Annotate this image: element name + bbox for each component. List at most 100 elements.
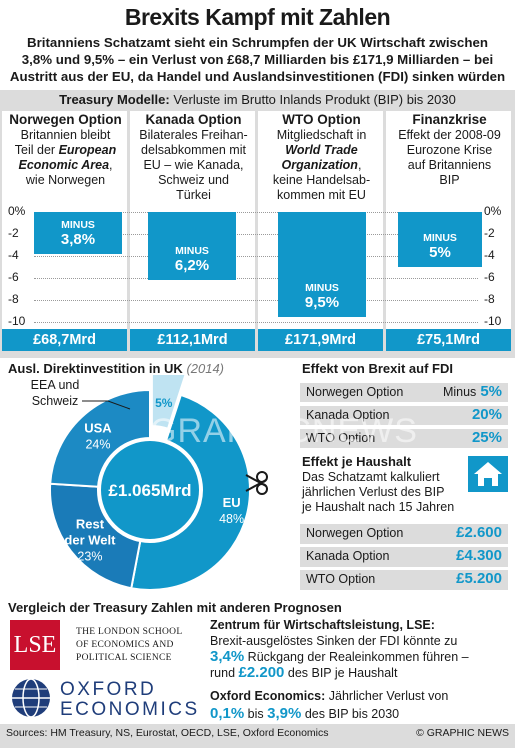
house-icon [468,456,508,492]
bar-label-value: 9,5% [304,293,340,311]
bar [398,212,482,267]
oxford-name-line: ECONOMICS [60,699,200,720]
gdp-loss-amount: £75,1Mrd [386,329,511,351]
option-description-text: Eurozone Krise [406,143,493,157]
fdi-effect-percent: 5% [480,383,502,400]
household-heading: Effekt je Haushalt [302,454,412,469]
y-tick-label: -8 [8,292,19,306]
pie-slice [49,482,142,590]
y-tick-label: 0% [484,204,502,218]
household-desc-line: jährlichen Verlust des BIP [302,485,445,499]
lse-name: THE LONDON SCHOOL OF ECONOMICS AND POLIT… [76,626,182,665]
option-description-text: keine Handelsab- [272,173,371,187]
fdi-effect-label: Norwegen Option [306,385,404,399]
y-tick-label: -6 [484,270,495,284]
fdi-effect-percent: 20% [471,406,502,423]
lse-name-line: POLITICAL SCIENCE [76,653,172,663]
gdp-loss-amount: £171,9Mrd [258,329,383,351]
lse-forecast-text: des BIP je Haushalt [284,666,398,680]
option-description-text: Organization [281,158,358,172]
option-description-line: Türkei [130,188,257,203]
fdi-effect-row: WTO Option 25% [300,429,508,448]
option-description-text: , [109,158,113,172]
option-description-text: World Trade [285,143,358,157]
oxford-forecast-heading: Oxford Economics: [210,689,326,703]
fdi-effect-row: Kanada Option 20% [300,406,508,425]
bar [34,212,122,254]
gridline [34,212,478,213]
option-description-text: wie Norwegen [25,173,106,187]
option-title: Kanada Option [145,112,242,127]
household-desc-line: je Haushalt nach 15 Jahren [302,500,455,514]
bar-value-label: MINUS 3,8% [34,219,122,248]
lse-name-line: OF ECONOMICS AND [76,640,174,650]
treasury-heading: Treasury Modelle: Verluste im Brutto Inl… [0,92,515,107]
y-tick-label: -10 [484,314,502,328]
y-tick-label: -4 [8,248,19,262]
gridline [34,234,478,235]
household-desc-line: Das Schatzamt kalkuliert [302,470,440,484]
option-title: Finanzkrise [412,112,487,127]
household-row: Norwegen Option £2.600 [300,524,508,544]
pie-slice-label: Schweiz [32,394,79,408]
fdi-effect-value: 25% [472,429,502,446]
bar-label-value: 6,2% [174,257,210,275]
household-row: Kanada Option £4.300 [300,547,508,567]
y-tick-label: -8 [484,292,495,306]
lse-household-value: £2.200 [238,664,285,681]
leader-line [82,400,131,410]
pie-slice-label: Rest [76,517,105,532]
option-description-line: auf Britanniens [386,158,513,173]
option-description-text: Bilaterales Freihan- [139,128,248,142]
pie-slice-label: EU [223,495,241,510]
fdi-effect-heading: Effekt von Brexit auf FDI [302,361,453,376]
pie-center [99,439,201,541]
lse-income-value: 3,4% [210,648,245,665]
oxford-name: OXFORD ECONOMICS [60,680,200,720]
option-description-text: EU – wie Kanada, [143,158,244,172]
option-description-line: Eurozone Krise [386,143,513,158]
option-description-text: European [58,143,117,157]
fdi-effect-prefix: Minus [442,385,477,399]
option-description-line: Economic Area, [2,158,129,173]
bar-label-value: 3,8% [60,230,96,248]
bar [148,212,236,281]
household-row-label: WTO Option [306,572,376,586]
credit: © GRAPHIC NEWS [416,727,509,739]
bar-value-label: MINUS 9,5% [278,282,366,311]
fdi-effect-percent: 25% [471,429,502,446]
page-title: Brexits Kampf mit Zahlen [124,4,391,30]
bar-label-prefix: MINUS [175,245,209,258]
fdi-effect-value: 20% [472,406,502,423]
option-description-text: Mitgliedschaft in [276,128,367,142]
gdp-loss-amount: £68,7Mrd [2,329,127,351]
bar-label-value: 5% [429,244,451,261]
bar [278,212,366,317]
option-description-line: Mitgliedschaft in [258,128,385,143]
oxford-high-value: 3,9% [267,705,302,722]
option-description-text: Teil der [14,143,59,157]
option-description-text: , [357,158,362,172]
pie-slice-label: USA [84,421,112,436]
subtitle-line: Austritt aus der EU, da Handel und Ausla… [9,69,506,84]
pie-center-label: £1.065Mrd [108,481,191,500]
oxford-forecast: Oxford Economics: Jährlicher Verlust von… [210,688,510,723]
option-description-line: keine Handelsab- [258,173,385,188]
option-description-text: Effekt der 2008-09 [398,128,501,142]
option-description-text: Schweiz und [158,173,229,187]
option-description-line: World Trade [258,143,385,158]
pie-slice-label: der Welt [64,533,116,548]
oxford-low-value: 0,1% [210,705,245,722]
fdi-pie-year: (2014) [186,361,225,376]
oxford-name-line: OXFORD [60,679,157,700]
pie-slice-value: 48% [219,512,244,526]
subtitle: Britanniens Schatzamt sieht ein Schrumpf… [6,34,509,85]
household-row-value: £4.300 [456,547,502,564]
option-title: Norwegen Option [9,112,122,127]
lse-name-line: THE LONDON SCHOOL [76,627,183,637]
oxford-forecast-text: Jährlicher Verlust von [325,689,449,703]
comparison-panel [0,596,515,724]
y-tick-label: 0% [8,204,26,218]
lse-forecast-text: rund [210,666,239,680]
